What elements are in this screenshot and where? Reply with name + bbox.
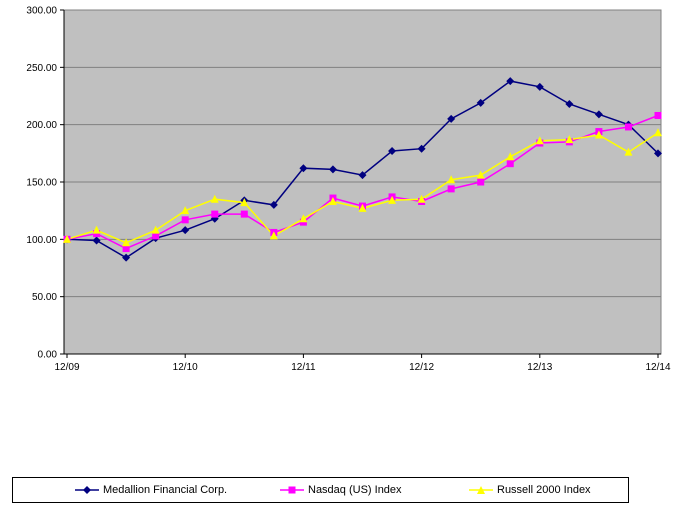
y-tick-label: 250.00 (26, 63, 57, 74)
data-point-2-18 (594, 130, 603, 139)
chart-legend: Medallion Financial Corp. Nasdaq (US) In… (12, 477, 629, 503)
data-point-0-9 (328, 165, 337, 174)
data-point-0-13 (447, 114, 456, 123)
x-tick-label: 12/09 (54, 362, 79, 373)
legend-swatch-russell (469, 486, 493, 494)
data-point-0-1 (92, 236, 101, 245)
data-point-0-7 (269, 200, 278, 209)
x-tick-label: 12/12 (409, 362, 434, 373)
legend-entry-russell: Russell 2000 Index (469, 478, 591, 502)
data-point-1-20 (654, 111, 662, 119)
data-point-1-13 (447, 185, 455, 193)
legend-label-russell: Russell 2000 Index (497, 484, 591, 496)
data-point-2-17 (565, 135, 574, 144)
data-point-2-3 (151, 225, 160, 234)
data-point-1-19 (624, 123, 632, 131)
data-point-2-5 (210, 194, 219, 203)
data-point-1-6 (240, 210, 248, 218)
data-point-0-8 (299, 164, 308, 173)
data-point-2-16 (535, 136, 544, 145)
data-point-1-15 (506, 160, 514, 168)
y-tick-label: 50.00 (32, 292, 57, 303)
data-point-2-14 (476, 170, 485, 179)
data-point-2-6 (240, 198, 249, 207)
data-point-1-4 (181, 216, 189, 224)
data-point-2-2 (122, 238, 131, 247)
data-point-1-14 (477, 178, 485, 186)
y-tick-label: 200.00 (26, 120, 57, 131)
legend-label-medallion: Medallion Financial Corp. (103, 484, 228, 496)
data-point-2-10 (358, 203, 367, 212)
data-point-2-9 (328, 196, 337, 205)
data-point-0-15 (506, 77, 515, 86)
data-point-2-11 (388, 195, 397, 204)
data-point-0-18 (594, 110, 603, 119)
data-point-2-7 (269, 231, 278, 240)
y-tick-label: 300.00 (26, 6, 57, 17)
data-point-0-2 (122, 253, 131, 262)
data-point-0-14 (476, 98, 485, 107)
data-point-2-20 (654, 128, 662, 137)
data-point-0-11 (388, 147, 397, 156)
legend-swatch-medallion (75, 486, 99, 494)
data-point-2-8 (299, 214, 308, 223)
data-point-0-17 (565, 100, 574, 109)
data-point-2-19 (624, 147, 633, 156)
data-point-0-4 (181, 226, 190, 235)
data-point-1-2 (122, 245, 130, 253)
legend-entry-medallion: Medallion Financial Corp. (75, 478, 227, 502)
data-point-2-4 (181, 206, 190, 215)
y-tick-label: 100.00 (26, 235, 57, 246)
x-tick-label: 12/14 (645, 362, 670, 373)
legend-swatch-nasdaq (280, 486, 304, 494)
y-tick-label: 150.00 (26, 178, 57, 189)
data-point-1-3 (152, 232, 160, 240)
data-point-0-10 (358, 171, 367, 180)
data-point-0-12 (417, 144, 426, 153)
data-point-2-0 (63, 234, 71, 243)
legend-label-nasdaq: Nasdaq (US) Index (308, 484, 402, 496)
y-tick-label: 0.00 (38, 350, 58, 361)
data-point-0-20 (654, 149, 662, 158)
data-point-2-12 (417, 194, 426, 203)
x-tick-label: 12/11 (291, 362, 316, 373)
line-chart: 0.0050.00100.00150.00200.00250.00300.00 … (26, 6, 671, 374)
data-point-2-13 (447, 175, 456, 184)
x-tick-label: 12/10 (173, 362, 198, 373)
data-point-2-15 (506, 152, 515, 161)
data-point-0-16 (535, 82, 544, 91)
legend-entry-nasdaq: Nasdaq (US) Index (280, 478, 402, 502)
data-point-2-1 (92, 225, 101, 234)
x-tick-label: 12/13 (527, 362, 552, 373)
data-point-1-5 (211, 210, 219, 218)
